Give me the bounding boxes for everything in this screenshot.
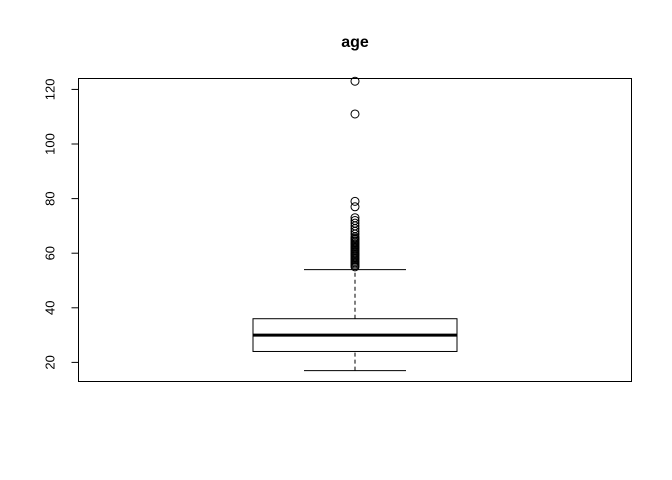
- chart-title: age: [341, 34, 369, 51]
- y-tick-label: 120: [43, 79, 58, 101]
- outlier-point: [350, 213, 360, 223]
- y-tick-label: 80: [43, 191, 58, 205]
- y-tick-label: 60: [43, 246, 58, 260]
- y-tick-label: 20: [43, 355, 58, 369]
- plot-frame: [78, 78, 632, 382]
- outlier-point: [350, 109, 360, 119]
- outlier-point: [350, 196, 360, 206]
- box-plot: [252, 269, 458, 372]
- y-tick-label: 100: [43, 133, 58, 155]
- y-axis: 20 40 60 80 100 120: [43, 79, 79, 370]
- outlier-points: [350, 76, 360, 272]
- outlier-point: [350, 202, 360, 212]
- y-tick-label: 40: [43, 301, 58, 315]
- outlier-point: [350, 76, 360, 86]
- outlier-point: [350, 215, 360, 225]
- outlier-point: [350, 218, 360, 228]
